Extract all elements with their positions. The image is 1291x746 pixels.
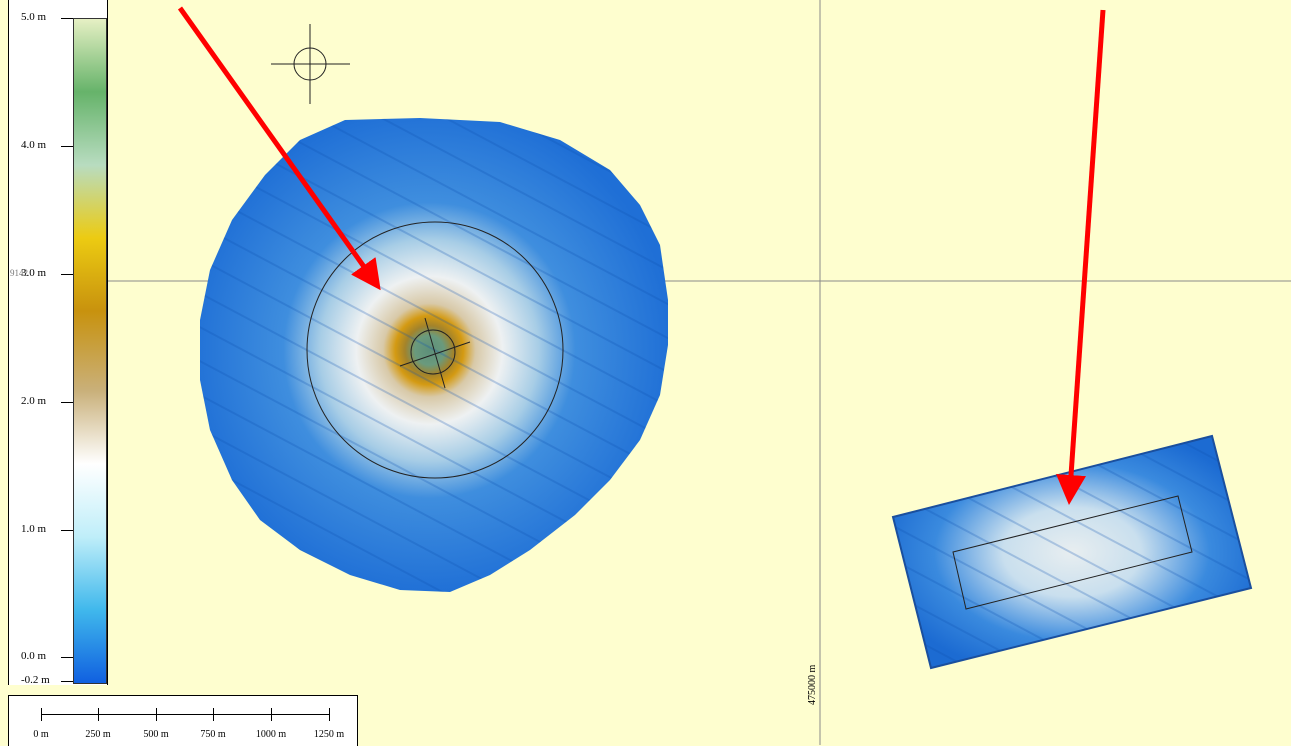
legend-label-2: 2.0 m xyxy=(21,395,47,407)
scale-label: 500 m xyxy=(143,729,169,740)
legend-label-1: 1.0 m xyxy=(21,523,47,535)
rectangular-survey-area xyxy=(891,434,1253,670)
legend-tick xyxy=(61,274,73,275)
center-ring xyxy=(410,329,456,375)
scale-label: 1250 m xyxy=(313,729,345,740)
legend-label-neg: -0.2 m xyxy=(21,674,50,686)
red-arrow-right xyxy=(1056,9,1106,505)
inner-survey-rectangle xyxy=(952,495,1193,610)
scale-tick xyxy=(329,708,330,721)
circular-survey-area xyxy=(200,118,668,592)
scale-label: 750 m xyxy=(200,729,226,740)
legend-tick xyxy=(61,18,73,19)
legend-label-4: 4.0 m xyxy=(21,139,47,151)
easting-label: 475000 m xyxy=(807,664,818,705)
depth-legend: 5.0 m 4.0 m 3.0 m 2.0 m 1.0 m 0.0 m -0.2… xyxy=(8,0,108,686)
legend-label-0: 0.0 m xyxy=(21,650,47,662)
legend-tick xyxy=(61,657,73,658)
legend-label-5: 5.0 m xyxy=(21,11,47,23)
scale-tick xyxy=(156,708,157,721)
legend-tick xyxy=(61,530,73,531)
legend-tick xyxy=(61,681,73,682)
scale-label: 250 m xyxy=(85,729,111,740)
scale-tick xyxy=(271,708,272,721)
red-arrow-left xyxy=(177,6,381,291)
scale-line xyxy=(41,714,329,715)
survey-boundary-circle xyxy=(306,221,564,479)
scale-label: 0 m xyxy=(33,729,49,740)
legend-label-3: 3.0 m xyxy=(21,267,47,279)
scale-tick xyxy=(98,708,99,721)
scale-tick xyxy=(41,708,42,721)
northing-label: 9142 xyxy=(10,268,28,278)
center-cross-v xyxy=(424,317,446,389)
scale-bar: 0 m 250 m 500 m 750 m 1000 m 1250 m xyxy=(8,695,358,746)
scale-label: 1000 m xyxy=(255,729,287,740)
legend-tick xyxy=(61,402,73,403)
legend-tick xyxy=(61,146,73,147)
legend-color-bar xyxy=(73,18,107,684)
crosshair-icon xyxy=(271,24,350,104)
scale-tick xyxy=(213,708,214,721)
